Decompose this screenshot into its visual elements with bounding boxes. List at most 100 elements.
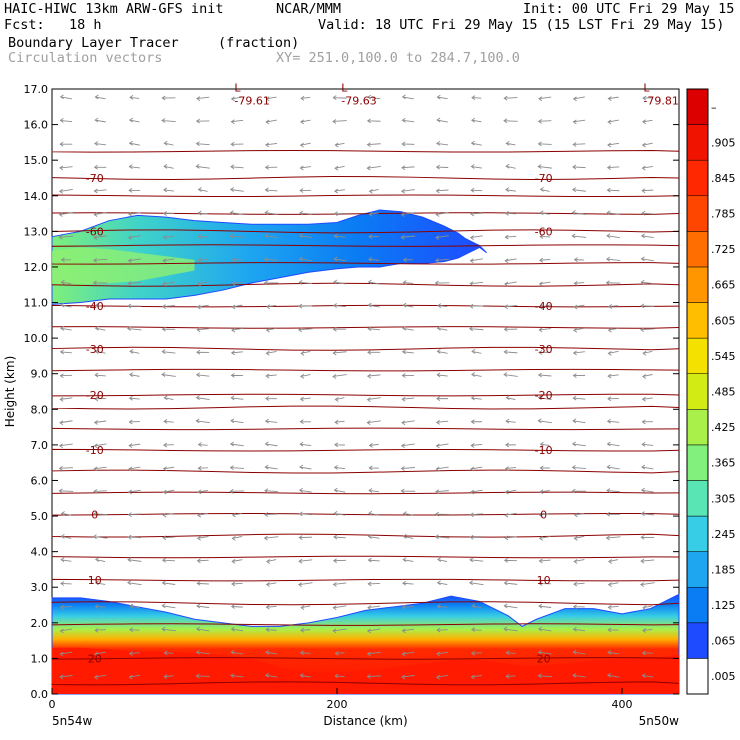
- circulation-vector: [59, 674, 73, 680]
- circulation-vector: [161, 557, 175, 563]
- colorbar-swatch: [686, 409, 709, 446]
- colorbar-label: .485: [711, 386, 736, 399]
- circulation-vector: [333, 211, 346, 217]
- circulation-vector: [503, 349, 518, 355]
- circulation-vector: [161, 118, 176, 123]
- y-tick-label: 12.0: [24, 261, 49, 274]
- circulation-vector: [230, 164, 244, 170]
- circulation-vector: [162, 512, 175, 518]
- circulation-vector: [435, 419, 449, 425]
- circulation-vector: [59, 604, 72, 610]
- circulation-vector: [59, 94, 72, 100]
- y-tick-label: 15.0: [24, 154, 49, 167]
- isotherm-line: [51, 393, 680, 397]
- circulation-vector: [127, 235, 141, 241]
- circulation-vector: [263, 256, 279, 262]
- circulation-vector: [539, 187, 550, 192]
- circulation-vector: [537, 164, 552, 169]
- circulation-vector: [471, 372, 482, 377]
- circulation-vector: [402, 557, 414, 563]
- isotherm-line: [51, 368, 680, 372]
- circulation-vector: [58, 189, 73, 194]
- circulation-vector: [641, 673, 653, 678]
- circulation-vector: [161, 372, 176, 377]
- minimum-marker: L: [234, 81, 241, 94]
- y-tick-label: 3.0: [31, 581, 49, 594]
- colorbar-label: .665: [711, 279, 736, 292]
- isotherm-line: [51, 346, 680, 351]
- circulation-vector: [469, 281, 484, 287]
- circulation-vector: [128, 674, 140, 680]
- circulation-vector: [538, 558, 551, 564]
- circulation-vector: [571, 441, 586, 447]
- y-tick-label: 7.0: [31, 439, 49, 452]
- circulation-vector: [607, 396, 620, 402]
- circulation-vector: [195, 673, 210, 679]
- circulation-vector: [537, 673, 552, 679]
- circulation-vector: [435, 489, 449, 495]
- circulation-vector: [504, 466, 517, 471]
- isotherm-line: [51, 326, 680, 329]
- circulation-vector: [195, 418, 210, 424]
- circulation-vector: [265, 119, 277, 125]
- circulation-vector: [231, 257, 242, 263]
- circulation-vector: [505, 418, 516, 424]
- endpoint-left: 5n54w: [52, 714, 93, 728]
- circulation-vector: [367, 326, 380, 331]
- circulation-vector: [93, 443, 107, 449]
- circulation-vector: [126, 326, 142, 331]
- colorbar-swatch: [686, 586, 709, 624]
- circulation-vector: [435, 235, 449, 241]
- circulation-vector: [299, 396, 311, 402]
- circulation-vector: [606, 672, 620, 678]
- circulation-vector: [605, 256, 621, 262]
- circulation-vector: [471, 349, 482, 354]
- circulation-vector: [606, 210, 620, 216]
- circulation-vector: [434, 511, 450, 517]
- circulation-vector: [126, 580, 142, 586]
- circulation-vector: [469, 557, 484, 563]
- circulation-vector: [400, 212, 416, 217]
- circulation-vector: [59, 420, 73, 426]
- circulation-vector: [537, 395, 552, 401]
- circulation-vector: [571, 488, 587, 494]
- circulation-vector: [366, 420, 381, 426]
- circulation-vector: [641, 419, 653, 425]
- circulation-vector: [196, 96, 210, 101]
- circulation-vector: [607, 582, 619, 587]
- circulation-vector: [231, 535, 243, 541]
- circulation-vector: [436, 141, 449, 146]
- circulation-vector: [605, 535, 621, 541]
- colorbar-swatch: [686, 159, 709, 197]
- circulation-vector: [334, 651, 345, 656]
- colorbar-swatch: [686, 231, 709, 268]
- circulation-vector: [332, 119, 347, 124]
- circulation-vector: [299, 441, 312, 447]
- isotherm-label: -10: [86, 444, 104, 457]
- init-time: Init: 00 UTC Fri 29 May 15: [523, 1, 735, 17]
- circulation-vector: [503, 118, 518, 124]
- circulation-vector: [366, 674, 381, 679]
- isotherm-label: -40: [535, 300, 553, 313]
- circulation-vector: [539, 441, 550, 447]
- circulation-vector: [367, 349, 381, 355]
- circulation-vector: [59, 373, 73, 379]
- circulation-vector: [572, 672, 586, 678]
- circulation-vector: [538, 304, 551, 310]
- circulation-vector: [571, 465, 587, 470]
- isotherm-label: -70: [535, 172, 553, 185]
- circulation-vector: [435, 674, 449, 680]
- minimum-marker: L: [341, 81, 348, 94]
- isotherm-line: [51, 448, 680, 452]
- isotherm-line: [51, 491, 680, 495]
- circulation-vector: [298, 487, 312, 493]
- circulation-vector: [333, 464, 346, 470]
- circulation-vector: [503, 304, 518, 310]
- circulation-vector: [640, 511, 654, 517]
- circulation-vector: [298, 279, 313, 285]
- circulation-vector: [59, 165, 73, 171]
- circulation-vector: [605, 280, 621, 286]
- circulation-vector: [572, 96, 585, 102]
- circulation-vector: [230, 649, 244, 655]
- circulation-vector: [333, 487, 346, 493]
